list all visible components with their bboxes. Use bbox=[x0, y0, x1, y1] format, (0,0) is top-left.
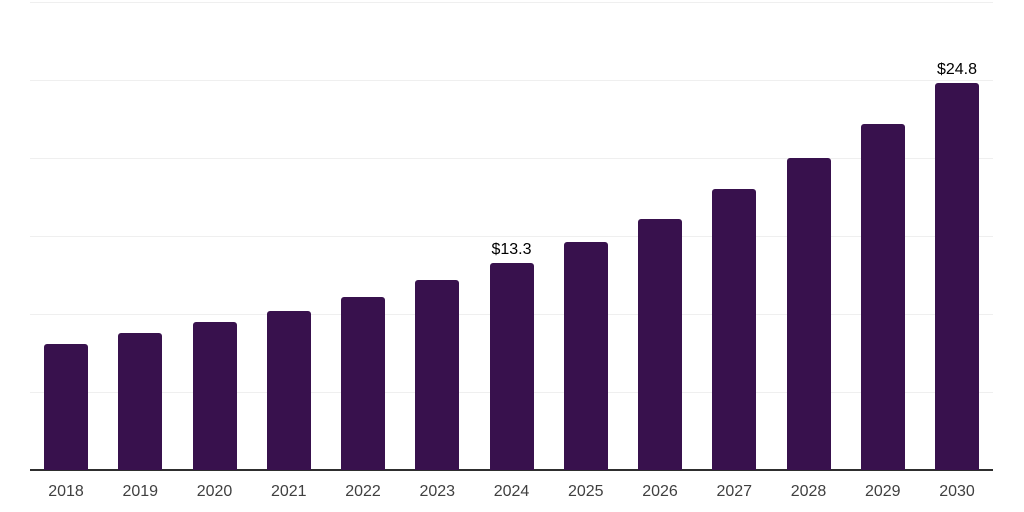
gridline-25 bbox=[30, 80, 993, 81]
x-tick-2026: 2026 bbox=[642, 483, 678, 500]
gridline-30 bbox=[30, 2, 993, 3]
bar-2026 bbox=[638, 219, 682, 470]
x-tick-2019: 2019 bbox=[122, 483, 159, 500]
x-tick-2029: 2029 bbox=[864, 483, 901, 500]
x-tick-2030: 2030 bbox=[939, 483, 975, 500]
x-tick-2024: 2024 bbox=[493, 483, 530, 500]
bar-2018 bbox=[44, 344, 88, 470]
x-tick-2027: 2027 bbox=[716, 483, 753, 500]
gridline-20 bbox=[30, 158, 993, 159]
bar-2029 bbox=[860, 124, 905, 470]
bar-2030: $24.8 bbox=[935, 62, 979, 470]
x-tick-2021: 2021 bbox=[270, 483, 307, 500]
data-label-2030: $24.8 bbox=[936, 61, 978, 78]
x-axis-line bbox=[30, 469, 993, 471]
bar-2020 bbox=[192, 322, 237, 470]
gridline-15 bbox=[30, 236, 993, 237]
x-tick-2020: 2020 bbox=[196, 483, 233, 500]
bar-2025 bbox=[563, 242, 608, 470]
bars-container: $13.3 $24.8 bbox=[44, 0, 979, 470]
x-tick-2022: 2022 bbox=[345, 483, 381, 500]
bar-2023 bbox=[415, 280, 460, 470]
bar-2027 bbox=[712, 189, 757, 470]
data-label-2024: $13.3 bbox=[491, 241, 532, 258]
x-axis-labels: 2018 2019 2020 2021 2022 2023 2024 2025 2026 2027… bbox=[44, 484, 979, 500]
x-tick-2028: 2028 bbox=[790, 483, 827, 500]
x-tick-2018: 2018 bbox=[48, 483, 84, 500]
bar-2021 bbox=[266, 311, 311, 470]
x-tick-2023: 2023 bbox=[419, 483, 456, 500]
bar-2019 bbox=[118, 333, 163, 470]
bar-2028 bbox=[786, 158, 831, 470]
x-tick-2025: 2025 bbox=[567, 483, 604, 500]
bar-2022 bbox=[341, 297, 385, 470]
bar-2024: $13.3 bbox=[489, 242, 534, 470]
